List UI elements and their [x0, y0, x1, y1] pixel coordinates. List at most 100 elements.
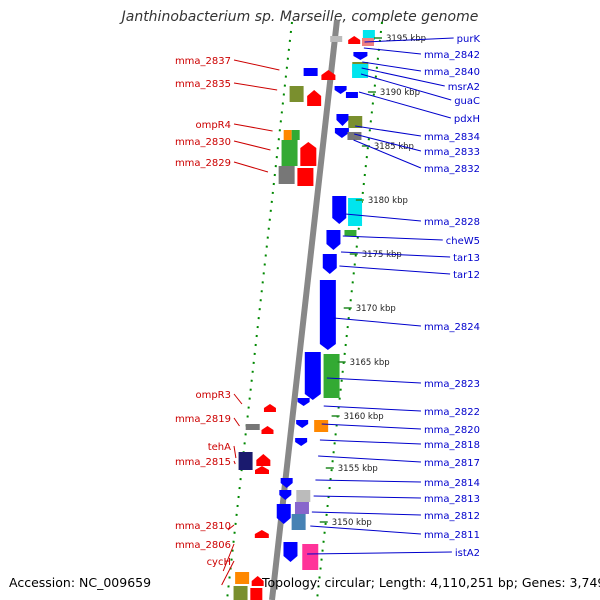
gene-label-right: purK — [457, 34, 481, 45]
gene-label-left: mma_2819 — [175, 414, 231, 425]
gene-label-left: cycH — [207, 557, 231, 568]
gene-label-right: mma_2823 — [424, 379, 480, 390]
leader-line — [342, 235, 443, 241]
gene-feature — [278, 166, 295, 184]
gene-label-right: mma_2820 — [424, 425, 480, 436]
gene-feature — [334, 128, 349, 138]
gene-feature — [319, 280, 336, 350]
leader-line — [233, 82, 278, 91]
right-gene-labels: purK mma_2842 mma_2840 msrA2 guaC pdxH mma_283… — [307, 34, 480, 559]
kbp-label: 3165 kbp — [350, 358, 390, 368]
kbp-label: 3160 kbp — [344, 412, 384, 422]
gene-label-right: mma_2822 — [424, 407, 480, 418]
leader-line — [233, 140, 271, 151]
gene-label-left: mma_2806 — [175, 540, 231, 551]
gene-feature — [235, 572, 250, 584]
gene-feature — [323, 354, 340, 398]
leader-line — [310, 525, 421, 535]
gene-feature — [322, 254, 337, 274]
gene-feature — [279, 490, 292, 500]
leader-line — [318, 455, 421, 463]
gene-feature — [300, 142, 317, 166]
leader-line — [313, 495, 421, 499]
gene-feature — [281, 140, 298, 166]
leader-line — [323, 405, 421, 412]
gene-label-left: mma_2810 — [175, 521, 231, 532]
leader-line — [307, 551, 452, 555]
gene-feature — [291, 514, 306, 530]
kbp-label: 3155 kbp — [338, 464, 378, 474]
gene-label-left: mma_2835 — [175, 79, 231, 90]
gene-feature — [348, 116, 363, 128]
leader-line — [227, 524, 235, 531]
gene-feature — [255, 466, 270, 474]
gene-feature — [304, 352, 321, 400]
leader-line — [233, 161, 269, 173]
gene-feature — [296, 490, 311, 502]
gene-feature — [332, 196, 347, 224]
leader-line — [354, 133, 422, 152]
gene-label-left: mma_2829 — [175, 158, 231, 169]
leader-line — [355, 125, 422, 137]
leader-line — [222, 543, 235, 572]
gene-label-right: mma_2828 — [424, 217, 480, 228]
gene-feature — [334, 86, 347, 94]
leader-line — [363, 47, 421, 55]
leader-line — [233, 417, 240, 427]
gene-label-left: mma_2837 — [175, 56, 231, 67]
gene-label-right: msrA2 — [448, 82, 480, 93]
gene-feature — [362, 30, 375, 40]
gene-label-left: mma_2815 — [175, 457, 231, 468]
gene-label-right: istA2 — [455, 548, 480, 559]
leader-line — [221, 560, 235, 586]
gene-feature — [302, 544, 319, 570]
kbp-label: 3175 kbp — [362, 250, 402, 260]
leader-line — [340, 251, 451, 258]
gene-feature — [283, 542, 298, 562]
gene-label-left: ompR4 — [195, 120, 231, 131]
gene-feature — [303, 68, 318, 76]
gene-label-left: tehA — [208, 442, 231, 453]
gene-label-right: guaC — [454, 96, 480, 107]
leader-line — [345, 213, 421, 222]
leader-line — [233, 445, 237, 459]
gene-label-right: mma_2817 — [424, 458, 480, 469]
leader-line — [360, 73, 452, 101]
gene-feature — [314, 420, 329, 432]
leader-line — [326, 377, 421, 384]
leader-line — [319, 439, 421, 445]
leader-line — [353, 139, 422, 169]
leader-line — [233, 123, 273, 132]
gene-label-right: tar13 — [453, 253, 480, 264]
gene-feature — [256, 454, 271, 466]
gene-label-right: mma_2818 — [424, 440, 480, 451]
leader-line — [358, 91, 451, 119]
gene-feature — [353, 52, 368, 60]
gene-feature — [321, 70, 336, 80]
gene-feature — [254, 530, 269, 538]
gene-label-right: tar12 — [453, 270, 480, 281]
gene-label-left: ompR3 — [195, 390, 231, 401]
kbp-label: 3190 kbp — [380, 88, 420, 98]
gene-label-right: mma_2833 — [424, 147, 480, 158]
leader-line — [333, 317, 421, 327]
kbp-label: 3170 kbp — [356, 304, 396, 314]
gene-feature — [336, 114, 349, 126]
leader-line — [321, 423, 421, 430]
accession-text: Accession: NC_009659 — [9, 575, 152, 590]
gene-label-right: mma_2834 — [424, 132, 480, 143]
leader-line — [233, 59, 280, 71]
map-title: Janthinobacterium sp. Marseille, complet… — [121, 9, 479, 25]
kbp-label: 3180 kbp — [368, 196, 408, 206]
leader-line — [233, 393, 243, 405]
gene-feature — [296, 420, 309, 428]
gene-feature — [330, 36, 343, 42]
gene-feature — [352, 64, 369, 78]
gene-label-right: pdxH — [454, 114, 480, 125]
gene-feature — [345, 92, 358, 98]
leader-line — [315, 479, 421, 483]
left-gene-labels: mma_2837 mma_2835 ompR4 mma_2830 mma_2829omp… — [175, 56, 280, 586]
gene-feature — [297, 398, 310, 406]
gene-feature — [326, 230, 341, 250]
gene-feature — [344, 230, 357, 236]
